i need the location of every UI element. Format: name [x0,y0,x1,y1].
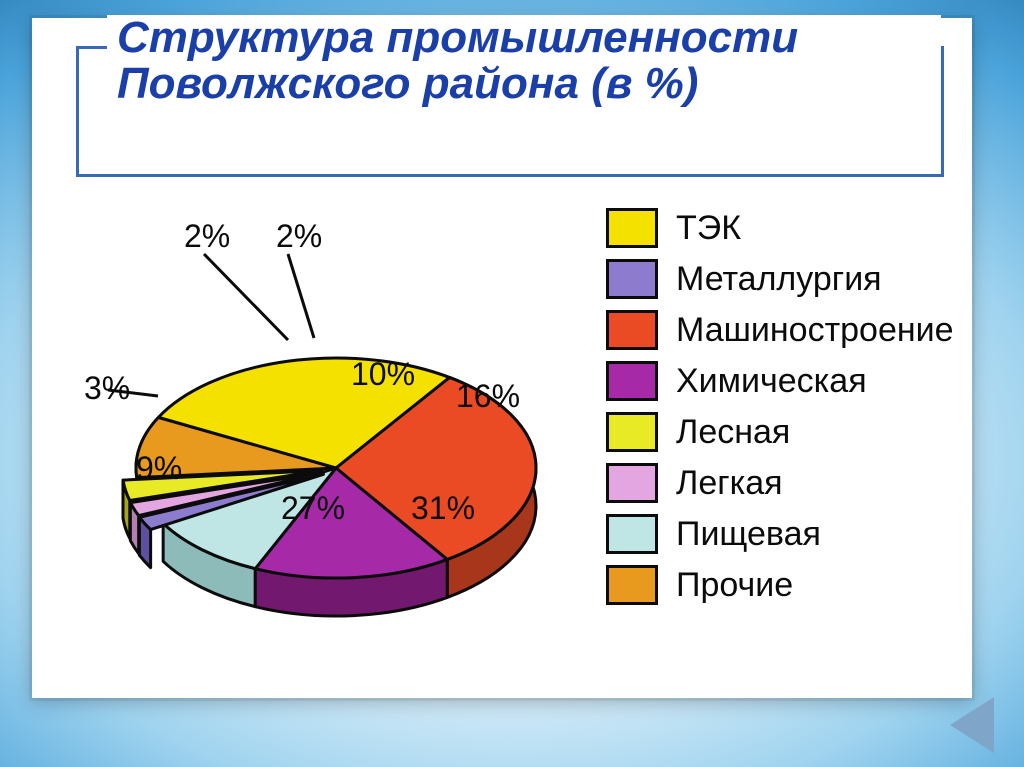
legend-swatch [606,412,658,452]
legend-item: Пищевая [606,514,966,554]
legend: ТЭК Металлургия Машиностроение Химическая Ле… [606,208,966,616]
legend-label: Прочие [676,566,793,605]
slide-background: Структура промышленности Поволжского рай… [0,0,1024,767]
legend-label: Металлургия [676,260,882,299]
legend-item: Легкая [606,463,966,503]
legend-item: Прочие [606,565,966,605]
legend-swatch [606,259,658,299]
chart-card: Структура промышленности Поволжского рай… [32,18,972,698]
legend-item: Лесная [606,412,966,452]
leader-line [288,254,314,338]
legend-label: Пищевая [676,515,821,554]
legend-item: ТЭК [606,208,966,248]
legend-label: ТЭК [676,209,741,248]
legend-swatch [606,463,658,503]
prev-slide-button[interactable] [950,697,994,753]
pct-label: 2% [184,218,230,255]
pct-label: 31% [411,490,475,527]
legend-label: Машиностроение [676,311,954,350]
pct-label: 3% [84,370,130,407]
pie-chart: 27%31%16%10%2%2%3%9% [96,228,576,658]
pct-label: 9% [136,450,182,487]
legend-label: Лесная [676,413,790,452]
pct-label: 10% [351,356,415,393]
pct-label: 2% [276,218,322,255]
pct-label: 27% [281,490,345,527]
legend-swatch [606,514,658,554]
title-frame: Структура промышленности Поволжского рай… [76,46,944,177]
legend-item: Металлургия [606,259,966,299]
legend-swatch [606,208,658,248]
leader-line [204,254,288,340]
legend-label: Легкая [676,464,783,503]
chart-title: Структура промышленности Поволжского рай… [107,15,941,107]
legend-label: Химическая [676,362,867,401]
legend-item: Машиностроение [606,310,966,350]
pct-label: 16% [456,378,520,415]
legend-item: Химическая [606,361,966,401]
content-area: 27%31%16%10%2%2%3%9% ТЭКМеталлургияМашин… [76,168,944,680]
legend-swatch [606,565,658,605]
legend-swatch [606,310,658,350]
legend-swatch [606,361,658,401]
